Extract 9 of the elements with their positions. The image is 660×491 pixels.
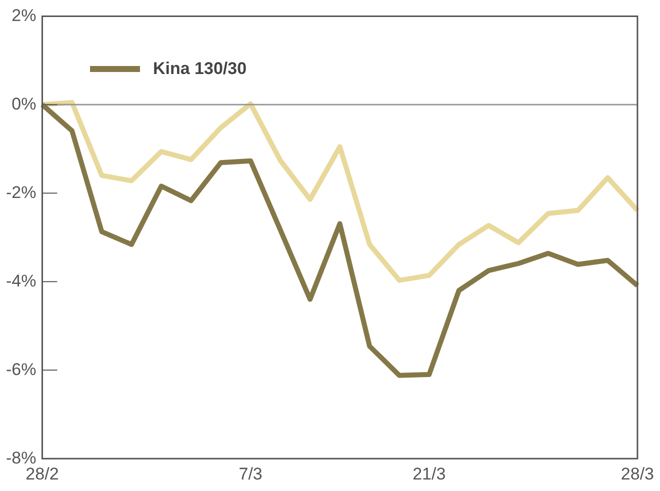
x-tick-label: 7/3: [238, 464, 262, 484]
x-tick-label: 28/3: [620, 464, 654, 484]
y-tick-label: -6%: [6, 360, 36, 379]
y-tick-label: 0%: [12, 94, 36, 114]
legend-label: Kina 130/30: [153, 59, 247, 79]
x-tick-label: 21/3: [412, 464, 446, 484]
y-tick-label: -4%: [6, 271, 36, 290]
y-tick-label: 2%: [12, 6, 36, 25]
y-tick-label: -2%: [6, 182, 36, 202]
